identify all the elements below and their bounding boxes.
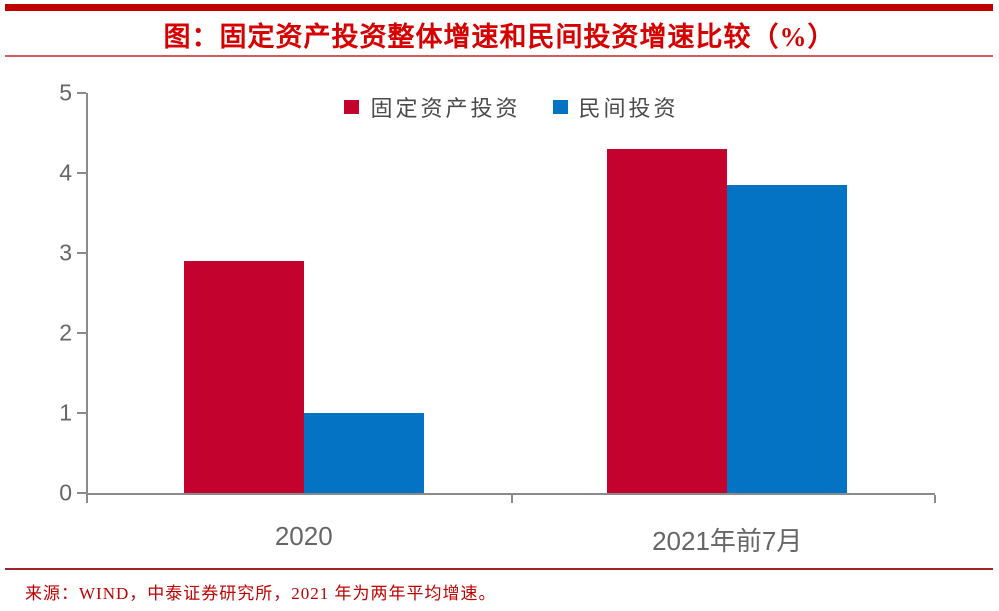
legend: 固定资产投资 民间投资 bbox=[88, 91, 935, 123]
x-axis-label-2021年前7月: 2021年前7月 bbox=[652, 526, 803, 556]
x-axis-label-2020: 2020 bbox=[274, 521, 333, 551]
bar-fixed-investment-2021年前7月 bbox=[607, 149, 728, 493]
legend-item-private-investment: 民间投资 bbox=[552, 91, 679, 123]
y-axis-line bbox=[86, 93, 88, 495]
y-axis-label-5: 5 bbox=[59, 79, 72, 106]
chart-title: 图：固定资产投资整体增速和民间投资增速比较（%） bbox=[163, 22, 836, 52]
top-accent-bar bbox=[5, 4, 993, 11]
legend-label-private-investment: 民间投资 bbox=[578, 96, 679, 121]
y-axis-label-0: 0 bbox=[59, 479, 72, 506]
legend-item-fixed-investment: 固定资产投资 bbox=[344, 91, 520, 123]
x-axis-tick-2 bbox=[934, 495, 936, 503]
y-axis-label-1: 1 bbox=[59, 399, 72, 426]
x-axis-line bbox=[86, 493, 935, 495]
source-note: 来源：WIND，中泰证券研究所，2021 年为两年平均增速。 bbox=[25, 584, 497, 603]
y-axis-tick-3 bbox=[77, 252, 86, 254]
bottom-divider bbox=[5, 568, 993, 570]
y-axis-tick-4 bbox=[77, 172, 86, 174]
legend-swatch-blue-icon bbox=[552, 100, 568, 114]
y-axis-label-3: 3 bbox=[59, 239, 72, 266]
y-axis-label-4: 4 bbox=[59, 159, 72, 186]
x-axis-tick-0 bbox=[86, 495, 88, 503]
legend-swatch-red-icon bbox=[344, 100, 360, 114]
x-axis-tick-1 bbox=[510, 495, 513, 503]
y-axis-label-2: 2 bbox=[59, 319, 72, 346]
bar-fixed-investment-2020 bbox=[183, 261, 304, 493]
bar-private-investment-2020 bbox=[303, 413, 424, 493]
y-axis-tick-2 bbox=[77, 332, 86, 334]
title-divider bbox=[5, 55, 993, 57]
y-axis-tick-5 bbox=[77, 92, 86, 94]
y-axis-tick-1 bbox=[77, 412, 86, 414]
y-axis-tick-0 bbox=[77, 492, 86, 494]
plot-area: 固定资产投资 民间投资 0 1 2 3 4 5 2020 2021年前7月 bbox=[59, 81, 936, 556]
legend-label-fixed-investment: 固定资产投资 bbox=[370, 96, 521, 121]
bar-private-investment-2021年前7月 bbox=[727, 185, 848, 493]
